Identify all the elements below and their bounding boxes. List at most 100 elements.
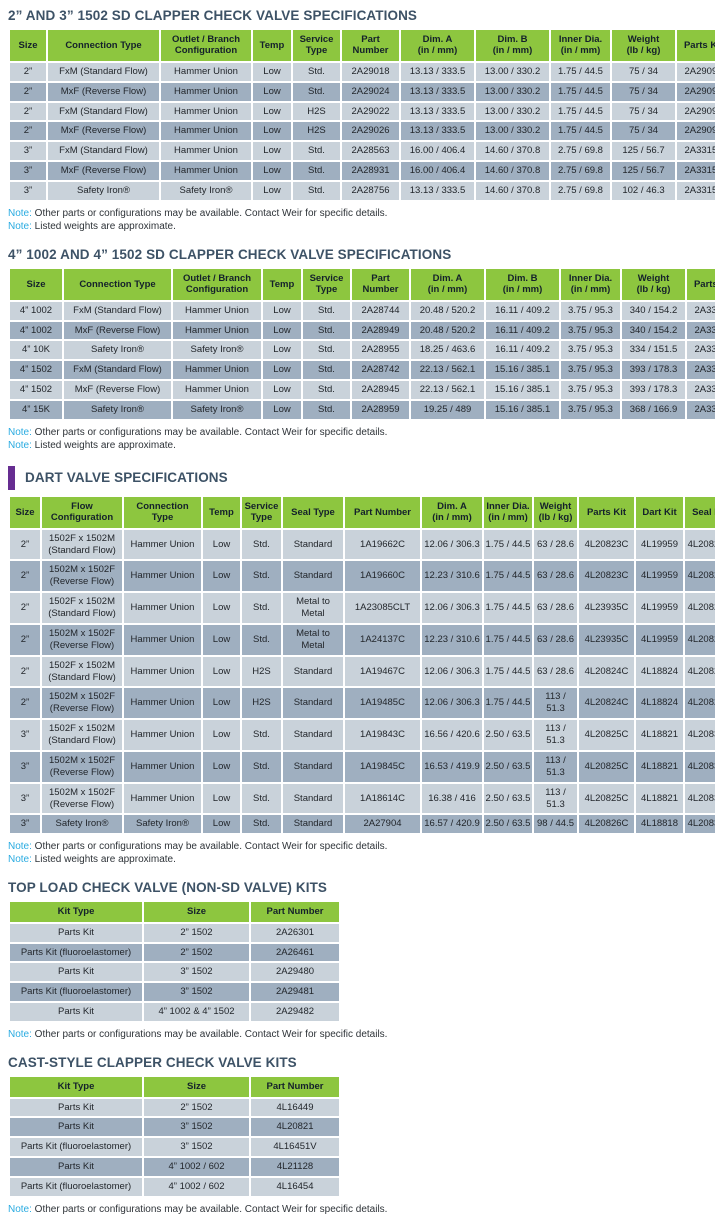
table-cell: 2.75 / 69.8	[551, 142, 610, 161]
header-cell: Part Number	[251, 902, 339, 922]
table-cell: 2”	[10, 624, 40, 655]
table-cell: 4L18821	[636, 783, 683, 814]
note-label: Note:	[8, 426, 32, 438]
table-row: 4” 1502 FxM (Standard Flow) Hammer Union Lo…	[10, 361, 715, 380]
table-cell: 1A18614C	[345, 783, 420, 814]
table-cell: 13.13 / 333.5	[401, 102, 474, 121]
spec-table: Size Connection Type Outlet / Branch Confi…	[8, 266, 715, 421]
header-cell: Outlet / Branch Configuration	[161, 30, 251, 61]
table-cell: 16.56 / 420.6	[422, 720, 482, 750]
table-cell: 63 / 28.6	[534, 561, 577, 592]
header-cell: Kit Type	[10, 1077, 142, 1097]
table-cell: Safety Iron®	[48, 182, 159, 200]
table-cell: 1502F x 1502M (Standard Flow)	[42, 529, 122, 560]
table-cell: 4” 15K	[10, 401, 62, 419]
note-label: Note:	[8, 439, 32, 451]
table-cell: 20.48 / 520.2	[411, 301, 484, 320]
table-cell: 3”	[10, 162, 46, 181]
table-cell: 14.60 / 370.8	[476, 182, 549, 200]
table-cell: 340 / 154.2	[622, 301, 685, 320]
note-label: Note:	[8, 1029, 32, 1041]
notes-block: Note: Other parts or configurations may …	[8, 207, 707, 233]
table-cell: 2A29481	[251, 983, 339, 1002]
table-cell: 2A28742	[352, 361, 409, 380]
table-cell: 4L16451V	[251, 1138, 339, 1157]
table-cell: 1.75 / 44.5	[484, 656, 532, 687]
table-cell: 2”	[10, 62, 46, 81]
table-cell: 113 / 51.3	[534, 751, 577, 782]
table-cell: Low	[203, 720, 240, 750]
table-row: 2” 1502M x 1502F (Reverse Flow) Hammer Uni…	[10, 624, 715, 655]
table-cell: Std.	[303, 301, 350, 320]
table-cell: Hammer Union	[124, 688, 201, 719]
table-cell: 2”	[10, 593, 40, 623]
table-cell: 3.75 / 95.3	[561, 301, 620, 320]
table-cell: H2S	[293, 102, 340, 121]
table-cell: 4L20830C	[685, 783, 715, 814]
table-cell: 2A29482	[251, 1003, 339, 1022]
note-text: Other parts or configurations may be ava…	[31, 1203, 388, 1215]
table-cell: 4L16449	[251, 1098, 339, 1117]
section-title: DART VALVE SPECIFICATIONS	[8, 465, 707, 490]
table-cell: 4L18824	[636, 656, 683, 687]
table-cell: 2A29018	[342, 62, 399, 81]
table-cell: 2A33163	[687, 341, 715, 360]
header-cell: Service Type	[242, 496, 281, 528]
table-cell: 1A23085CLT	[345, 593, 420, 623]
header-row: Size Connection Type Outlet / Branch Confi…	[10, 268, 715, 300]
section-title-text: 4” 1002 AND 4” 1502 SD CLAPPER CHECK VAL…	[8, 246, 452, 262]
table-cell: 16.00 / 406.4	[401, 142, 474, 161]
table-cell: Hammer Union	[124, 624, 201, 655]
table-cell: 2.50 / 63.5	[484, 783, 532, 814]
table-cell: Low	[253, 142, 291, 161]
table-row: Parts Kit (fluoroelastomer) 2” 1502 2A2646…	[10, 943, 339, 962]
table-cell: 3”	[10, 720, 40, 750]
table-cell: 1502M x 1502F (Reverse Flow)	[42, 783, 122, 814]
table-cell: 2A33163	[687, 301, 715, 320]
table-cell: 75 / 34	[612, 82, 675, 101]
table-cell: Std.	[303, 381, 350, 400]
table-cell: 12.23 / 310.6	[422, 561, 482, 592]
table-cell: 1502M x 1502F (Reverse Flow)	[42, 751, 122, 782]
table-cell: 2”	[10, 82, 46, 101]
table-cell: 1502F x 1502M (Standard Flow)	[42, 656, 122, 687]
table-cell: 1A19662C	[345, 529, 420, 560]
table-cell: 2”	[10, 122, 46, 141]
table-cell: 2A28955	[352, 341, 409, 360]
table-cell: Std.	[303, 341, 350, 360]
header-cell: Flow Configuration	[42, 496, 122, 528]
spec-table: Kit Type Size Part Number Parts Kit 2” 1502 4…	[8, 1075, 341, 1198]
table-cell: 3.75 / 95.3	[561, 341, 620, 360]
section: 2” AND 3” 1502 SD CLAPPER CHECK VALVE SP…	[8, 8, 715, 233]
header-cell: Outlet / Branch Configuration	[173, 268, 261, 300]
note-line: Note: Listed weights are approximate.	[8, 853, 707, 866]
table-cell: Hammer Union	[124, 593, 201, 623]
table-row: Parts Kit 4” 1002 & 4” 1502 2A29482	[10, 1003, 339, 1022]
table-row: 3” 1502M x 1502F (Reverse Flow) Hammer Uni…	[10, 751, 715, 782]
table-cell: 125 / 56.7	[612, 162, 675, 181]
table-cell: Standard	[283, 720, 343, 750]
table-cell: 14.60 / 370.8	[476, 162, 549, 181]
table-cell: Std.	[293, 182, 340, 200]
table-cell: 2”	[10, 656, 40, 687]
table-cell: Low	[263, 401, 301, 419]
table-row: 4” 1002 MxF (Reverse Flow) Hammer Union Low…	[10, 321, 715, 340]
table-cell: 2A27904	[345, 815, 420, 834]
table-cell: 3” 1502	[144, 983, 249, 1002]
table-cell: 2A26461	[251, 943, 339, 962]
table-cell: Low	[203, 624, 240, 655]
header-cell: Service Type	[303, 268, 350, 300]
section: TOP LOAD CHECK VALVE (NON-SD VALVE) KITS…	[8, 880, 707, 1041]
header-cell: Kit Type	[10, 902, 142, 922]
table-cell: 19.25 / 489	[411, 401, 484, 419]
header-cell: Dim. B (in / mm)	[486, 268, 559, 300]
table-cell: Parts Kit (fluoroelastomer)	[10, 983, 142, 1002]
table-cell: Hammer Union	[173, 381, 261, 400]
table-cell: 4L20824C	[579, 688, 634, 719]
section: 4” 1002 AND 4” 1502 SD CLAPPER CHECK VAL…	[8, 246, 715, 452]
table-cell: 1A19485C	[345, 688, 420, 719]
spec-document-page: 2” AND 3” 1502 SD CLAPPER CHECK VALVE SP…	[8, 8, 715, 1216]
table-cell: 4L20823C	[579, 529, 634, 560]
table-cell: 3.75 / 95.3	[561, 401, 620, 419]
table-cell: 2”	[10, 688, 40, 719]
